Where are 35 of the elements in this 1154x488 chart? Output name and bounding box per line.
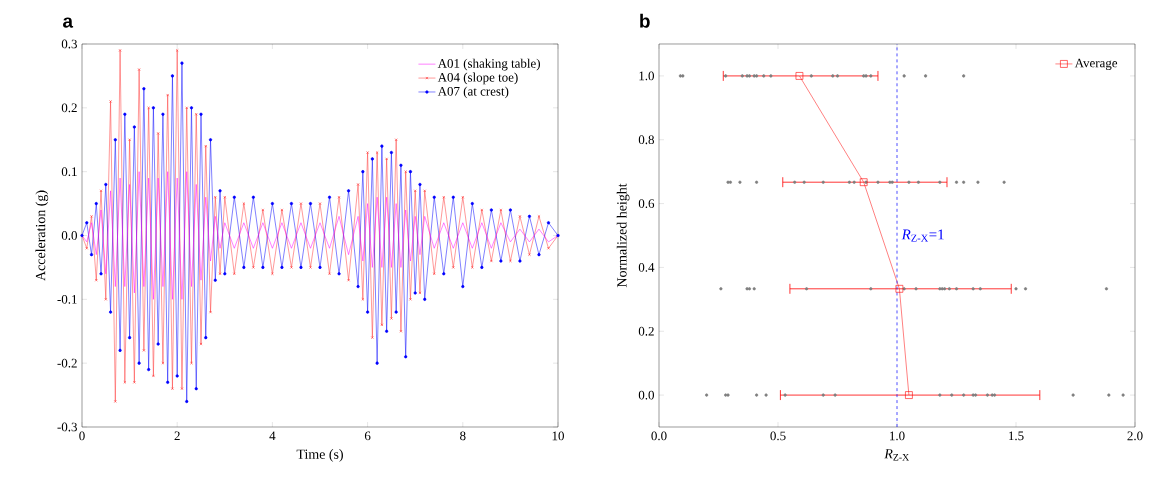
x-tick-label: 6 — [364, 431, 371, 441]
x-tick-label: 0.0 — [651, 431, 667, 441]
x-tick-label: 8 — [460, 431, 466, 441]
y-tick-label: 0.6 — [638, 199, 655, 208]
y-tick-label: 0.2 — [638, 326, 654, 336]
x-tick-label: 1.5 — [1009, 431, 1024, 441]
x-tick-label: 1.0 — [890, 431, 905, 441]
x-tick-label: 2 — [174, 431, 180, 441]
legend-label: A01 (shaking table) — [437, 58, 540, 71]
y-tick-label: -0.3 — [57, 422, 77, 432]
y-axis-title: Acceleration (g) — [35, 190, 49, 281]
y-tick-label: -0.2 — [57, 358, 77, 368]
chart-title: a — [63, 17, 74, 28]
y-tick-label: 0.1 — [61, 167, 77, 177]
y-tick-label: 1.0 — [639, 71, 654, 81]
x-tick-label: 0 — [79, 431, 85, 441]
x-axis-title: Time (s) — [296, 449, 343, 462]
y-tick-label: -0.1 — [57, 294, 77, 304]
x-tick-label: 10 — [552, 431, 564, 441]
x-tick-label: 4 — [269, 431, 276, 441]
y-tick-label: 0.0 — [638, 390, 654, 400]
legend-label: Average — [1074, 58, 1118, 71]
ref-line-label: R$_{Z-X}$=1 — [901, 229, 944, 242]
y-axis-title: Normalized height — [616, 183, 630, 288]
y-tick-label: 0.4 — [638, 263, 655, 272]
y-tick-label: 0.8 — [638, 135, 654, 145]
x-axis-title: R$_{Z-X}$ — [884, 449, 909, 461]
y-tick-label: 0.2 — [61, 103, 77, 113]
legend-label: A04 (slope toe) — [437, 72, 518, 85]
chart-title: b — [640, 13, 650, 28]
x-tick-label: 2.0 — [1127, 431, 1143, 441]
y-tick-label: 0.3 — [61, 39, 77, 49]
legend-label: A07 (at crest) — [437, 86, 509, 99]
x-tick-label: 0.5 — [770, 431, 786, 441]
y-tick-label: 0.0 — [61, 231, 77, 240]
